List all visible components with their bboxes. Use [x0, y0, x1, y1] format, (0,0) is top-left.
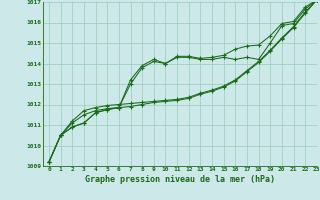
X-axis label: Graphe pression niveau de la mer (hPa): Graphe pression niveau de la mer (hPa): [85, 175, 275, 184]
